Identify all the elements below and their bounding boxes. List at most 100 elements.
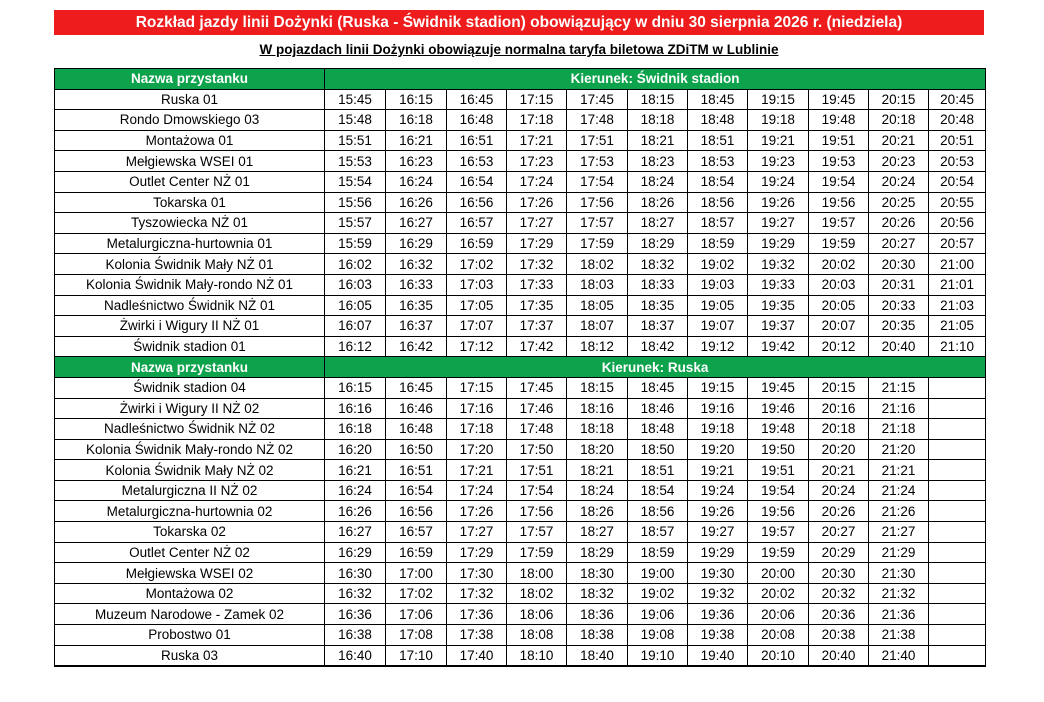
departure-time [927, 521, 987, 543]
departure-time: 19:24 [687, 479, 748, 502]
departure-time: 18:02 [506, 582, 567, 605]
departure-time: 21:03 [927, 294, 987, 317]
departure-time: 20:40 [808, 644, 869, 668]
table-row: Outlet Center NŻ 01 15:54 16:24 16:54 17:24 1… [54, 170, 987, 193]
departure-time: 18:07 [566, 315, 628, 337]
stop-name: Kolonia Świdnik Mały-rondo NŻ 02 [54, 438, 325, 461]
departure-time: 18:15 [627, 88, 688, 111]
departure-time: 17:18 [446, 418, 507, 440]
departure-time [927, 479, 987, 502]
departure-time: 16:56 [446, 191, 507, 214]
table-row: Żwirki i Wigury II NŻ 02 16:16 16:46 17:16 1… [54, 397, 987, 420]
departure-time: 17:51 [506, 459, 567, 481]
departure-time: 20:48 [927, 109, 987, 131]
departure-time: 19:48 [808, 109, 869, 131]
timetable: Nazwa przystanku Kierunek: Świdnik stadio… [54, 68, 987, 668]
departure-time: 19:46 [747, 397, 809, 420]
departure-time: 19:18 [747, 109, 809, 131]
departure-time: 20:02 [747, 582, 809, 605]
departure-time: 20:30 [808, 562, 869, 584]
departure-time: 19:56 [808, 191, 869, 214]
departure-time: 16:46 [385, 397, 447, 420]
departure-time: 20:24 [868, 170, 929, 193]
departure-time: 18:21 [627, 129, 688, 152]
departure-time: 17:16 [446, 397, 507, 420]
departure-time: 21:40 [868, 644, 929, 668]
departure-time [927, 541, 987, 564]
table-row: Rondo Dmowskiego 03 15:48 16:18 16:48 17:18 1… [54, 109, 987, 131]
stop-name: Świdnik stadion 01 [54, 335, 325, 358]
departure-time: 17:48 [566, 109, 628, 131]
departure-time: 19:23 [747, 150, 809, 172]
departure-time: 20:33 [868, 294, 929, 317]
departure-time: 21:20 [868, 438, 929, 461]
departure-time: 21:01 [927, 273, 987, 296]
departure-time: 18:23 [627, 150, 688, 172]
table-row: Tyszowiecka NŻ 01 15:57 16:27 16:57 17:27 17:… [54, 212, 987, 234]
departure-time: 18:12 [566, 335, 628, 358]
departure-time: 16:27 [324, 521, 386, 543]
table-row: Mełgiewska WSEI 02 16:30 17:00 17:30 18:00 18… [54, 562, 987, 584]
departure-time: 21:32 [868, 582, 929, 605]
departure-time: 20:00 [747, 562, 809, 584]
departure-time: 18:51 [687, 129, 748, 152]
departure-time: 16:21 [324, 459, 386, 481]
departure-time: 18:16 [566, 397, 628, 420]
departure-time: 19:50 [747, 438, 809, 461]
departure-time: 18:27 [627, 212, 688, 234]
departure-time: 19:38 [687, 624, 748, 646]
stop-name: Żwirki i Wigury II NŻ 02 [54, 397, 325, 420]
direction-header: Kierunek: Świdnik stadion [323, 68, 987, 90]
table-row: Montażowa 01 15:51 16:21 16:51 17:21 17:51 18:… [54, 129, 987, 152]
departure-time: 21:36 [868, 603, 929, 626]
departure-time: 19:26 [687, 500, 748, 523]
departure-time: 19:32 [747, 253, 809, 275]
table-row: Nadleśnictwo Świdnik NŻ 01 16:05 16:35 17:0… [54, 294, 987, 317]
departure-time: 17:06 [385, 603, 447, 626]
departure-time: 21:05 [927, 315, 987, 337]
departure-time: 19:10 [627, 644, 688, 668]
departure-time: 17:42 [506, 335, 567, 358]
departure-time: 16:57 [446, 212, 507, 234]
departure-time [927, 644, 987, 668]
departure-time: 16:16 [324, 397, 386, 420]
table-row: Metalurgiczna-hurtownia 02 16:26 16:56 17:2… [54, 500, 987, 523]
departure-time: 17:38 [446, 624, 507, 646]
table-row: Tokarska 01 15:56 16:26 16:56 17:26 17:56 18:2… [54, 191, 987, 214]
departure-time: 18:56 [627, 500, 688, 523]
departure-time: 18:57 [687, 212, 748, 234]
departure-time: 19:40 [687, 644, 748, 668]
departure-time: 18:29 [566, 541, 628, 564]
direction-header: Kierunek: Ruska [323, 356, 987, 378]
departure-time: 20:12 [808, 335, 869, 358]
departure-time: 17:40 [446, 644, 507, 668]
table-row: Metalurgiczna-hurtownia 01 15:59 16:29 16:5… [54, 232, 987, 255]
departure-time: 20:10 [747, 644, 809, 668]
departure-time: 17:35 [506, 294, 567, 317]
table-row: Muzeum Narodowe - Zamek 02 16:36 17:06 17:3… [54, 603, 987, 626]
departure-time: 18:51 [627, 459, 688, 481]
departure-time: 19:45 [747, 376, 809, 399]
departure-time: 20:36 [808, 603, 869, 626]
departure-time: 21:29 [868, 541, 929, 564]
departure-time: 17:27 [446, 521, 507, 543]
departure-time: 16:15 [385, 88, 447, 111]
departure-time: 15:57 [324, 212, 386, 234]
departure-time: 16:45 [385, 376, 447, 399]
departure-time: 20:16 [808, 397, 869, 420]
stop-name-header: Nazwa przystanku [54, 356, 325, 378]
departure-time: 19:24 [747, 170, 809, 193]
departure-time: 19:35 [747, 294, 809, 317]
departure-time: 17:15 [506, 88, 567, 111]
departure-time: 16:54 [446, 170, 507, 193]
departure-time: 19:02 [687, 253, 748, 275]
departure-time: 17:51 [566, 129, 628, 152]
stop-name: Kolonia Świdnik Mały-rondo NŻ 01 [54, 273, 325, 296]
departure-time: 20:24 [808, 479, 869, 502]
departure-time: 19:33 [747, 273, 809, 296]
departure-time: 18:30 [566, 562, 628, 584]
stop-name: Ruska 01 [54, 88, 325, 111]
departure-time: 20:20 [808, 438, 869, 461]
departure-time: 17:12 [446, 335, 507, 358]
departure-time: 19:51 [808, 129, 869, 152]
